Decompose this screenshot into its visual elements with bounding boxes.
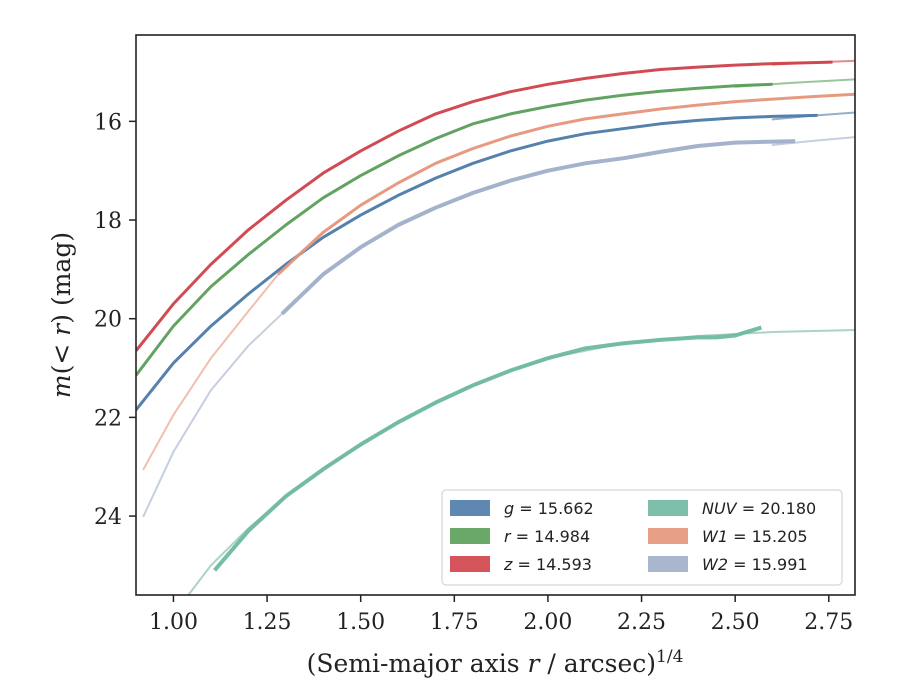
y-tick-label: 22	[94, 406, 122, 431]
legend-label-z: z = 14.593	[503, 555, 592, 574]
legend-label-w1: W1 = 15.205	[702, 527, 808, 546]
series-line-nuv	[213, 325, 762, 572]
legend-label-r: r = 14.984	[504, 527, 590, 546]
series-line-z	[136, 60, 833, 352]
x-tick-label: 1.25	[243, 610, 292, 635]
y-tick-label: 16	[94, 110, 122, 135]
legend-swatch-g	[450, 500, 490, 516]
x-tick-label: 2.00	[523, 610, 572, 635]
y-tick-label: 18	[94, 209, 122, 234]
legend-swatch-r	[450, 528, 490, 544]
x-tick-label: 2.50	[711, 610, 760, 635]
x-axis-label: (Semi-major axis r / arcsec)1/4	[307, 647, 684, 678]
x-tick-label: 2.25	[617, 610, 666, 635]
legend-box	[441, 489, 843, 586]
legend-label-g: g = 15.662	[504, 499, 594, 518]
y-tick-label: 24	[94, 505, 122, 530]
series-line-w1	[277, 92, 855, 276]
legend: g = 15.662 r = 14.984 z = 14.593 NUV = 20.1…	[441, 489, 843, 586]
x-axis: 1.00 1.25 1.50 1.75 2.00 2.25 2.50 2.75	[149, 595, 853, 635]
y-axis: 16 18 20 22 24	[94, 110, 136, 530]
series-model-w2	[771, 136, 855, 146]
series-model-w2	[142, 312, 283, 518]
y-tick-label: 20	[94, 308, 122, 333]
y-axis-label: m(< r) (mag)	[47, 232, 76, 398]
legend-label-w2: W2 = 15.991	[702, 555, 808, 574]
x-tick-label: 1.00	[149, 610, 198, 635]
x-tick-label: 2.75	[804, 610, 853, 635]
legend-label-nuv: NUV = 20.180	[702, 499, 816, 518]
series-line-w2	[280, 139, 796, 316]
legend-swatch-nuv	[648, 500, 688, 516]
series-line-r	[136, 82, 773, 377]
x-tick-label: 1.75	[430, 610, 479, 635]
series-line-g	[136, 113, 818, 411]
legend-swatch-w2	[648, 556, 688, 572]
plot-frame	[135, 34, 856, 596]
series-model-w1	[142, 273, 280, 471]
x-tick-label: 1.50	[336, 610, 385, 635]
legend-swatch-z	[450, 556, 490, 572]
legend-swatch-w1	[648, 528, 688, 544]
plot-series-layer	[136, 59, 855, 595]
